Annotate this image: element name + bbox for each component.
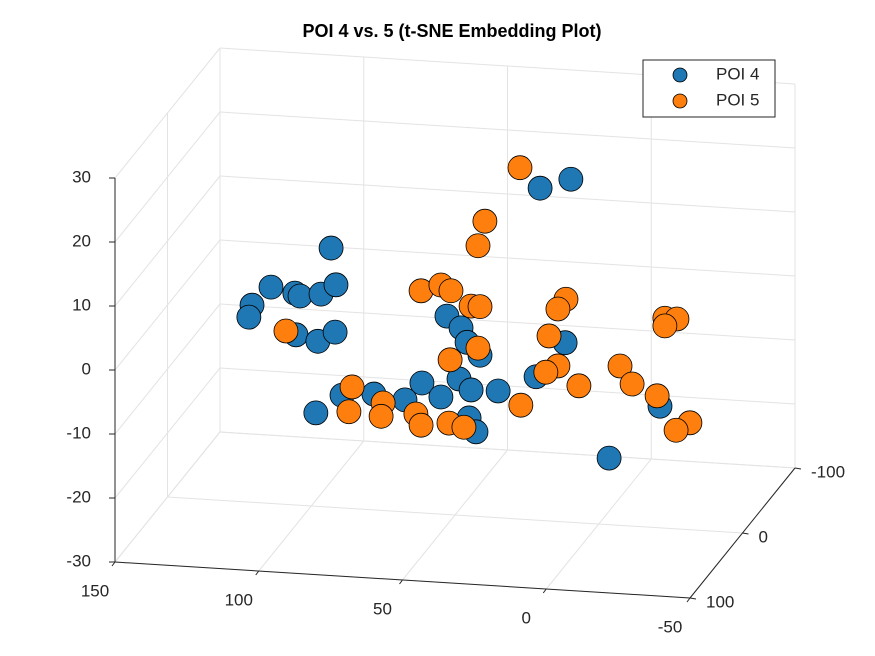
point	[558, 166, 584, 192]
point	[368, 403, 394, 429]
point	[536, 323, 562, 349]
grid-line	[167, 496, 743, 534]
point	[533, 359, 559, 385]
grid-line	[114, 111, 221, 243]
point	[596, 445, 622, 471]
chart-title: POI 4 vs. 5 (t-SNE Embedding Plot)	[302, 21, 601, 41]
y-tick	[742, 532, 749, 535]
point	[607, 353, 633, 379]
point	[408, 412, 434, 438]
legend-label: POI 5	[716, 90, 759, 109]
point	[545, 296, 571, 322]
point	[507, 155, 533, 181]
grid-line	[114, 431, 221, 563]
legend-marker	[672, 67, 688, 83]
x-tick-label: 50	[373, 599, 392, 618]
point	[409, 370, 435, 396]
z-tick-label: 10	[72, 295, 91, 314]
point	[619, 371, 645, 397]
point	[472, 208, 498, 234]
point	[566, 373, 592, 399]
grid-line	[219, 175, 796, 213]
grid-line	[114, 367, 221, 499]
point	[336, 399, 362, 425]
grid-line	[114, 239, 221, 371]
point	[652, 313, 678, 339]
grid-line	[219, 239, 796, 277]
point	[258, 274, 284, 300]
point	[465, 233, 491, 259]
x-tick	[542, 588, 547, 594]
x-tick	[255, 570, 260, 576]
grid-line	[114, 175, 221, 307]
point	[663, 417, 689, 443]
legend-label: POI 4	[716, 64, 759, 83]
legend: POI 4 POI 5	[642, 59, 776, 118]
point	[322, 319, 348, 345]
points	[236, 155, 703, 471]
point	[428, 384, 454, 410]
y-tick	[689, 597, 697, 600]
point	[451, 414, 477, 440]
point	[467, 294, 493, 320]
z-tick-label: 30	[72, 167, 91, 186]
point	[339, 374, 365, 400]
z-tick-label: -30	[66, 551, 91, 570]
point	[437, 347, 463, 373]
grid-line	[114, 303, 221, 435]
point	[644, 383, 670, 409]
y-tick-label: 0	[759, 527, 768, 546]
x-tick-label: 0	[522, 608, 531, 627]
z-tick-label: -20	[66, 487, 91, 506]
z-tick-label: -10	[66, 423, 91, 442]
z-tick-label: 20	[72, 231, 91, 250]
point	[303, 400, 329, 426]
x-tick	[399, 579, 403, 585]
y-tick	[794, 467, 802, 470]
point	[323, 272, 349, 298]
x-tick	[111, 561, 116, 567]
z-tick-label: 0	[82, 359, 91, 378]
point	[318, 235, 344, 261]
point	[527, 175, 553, 201]
point	[458, 377, 484, 403]
point	[273, 318, 299, 344]
y-tick-label: 100	[706, 592, 734, 611]
grid-line	[219, 111, 796, 149]
point	[485, 378, 511, 404]
point	[438, 278, 464, 304]
legend-box	[642, 59, 776, 118]
point	[508, 392, 534, 418]
grid-line	[114, 47, 221, 179]
point	[236, 304, 262, 330]
legend-marker	[672, 93, 688, 109]
x-tick-label: -50	[658, 617, 683, 636]
x-tick	[686, 597, 691, 603]
y-tick-label: -100	[811, 462, 845, 481]
grid-line	[219, 303, 796, 341]
point	[465, 335, 491, 361]
point	[287, 283, 313, 309]
x-tick-label: 150	[81, 581, 109, 600]
x-tick-label: 100	[225, 590, 253, 609]
grid-line	[219, 431, 796, 469]
